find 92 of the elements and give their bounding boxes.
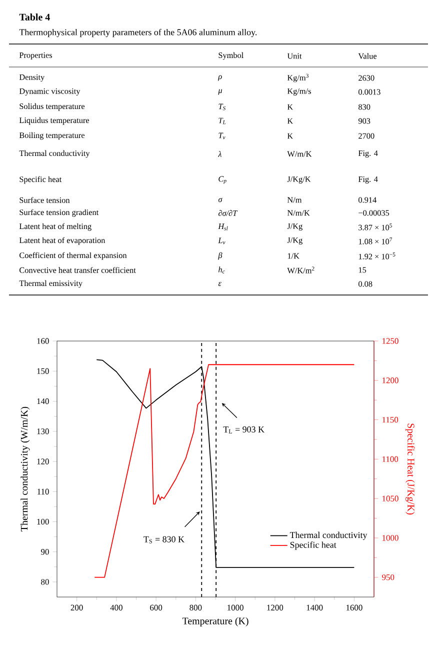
text: Specific heat — [20, 176, 62, 184]
y-tick-label: 80 — [41, 579, 49, 585]
y2-tick-label: 1250 — [382, 338, 398, 344]
text: K — [287, 133, 294, 139]
text: ρ — [218, 75, 222, 81]
y2-tick-label: 950 — [382, 574, 394, 580]
text: Boiling temperature — [19, 132, 84, 140]
text: Dynamic viscosity — [19, 88, 80, 96]
text: 1.08 × 10$^{7}$ — [358, 238, 392, 244]
legend-label: Thermal conductivity — [290, 532, 368, 540]
y-tick-label: 110 — [38, 488, 49, 494]
x-tick-label: 1600 — [346, 604, 362, 610]
text: L$_{v}$ — [218, 238, 226, 244]
y2-tick-label: 1200 — [382, 378, 398, 384]
text: 3.87 × 10$^{5}$ — [358, 224, 392, 230]
text: 2630 — [358, 75, 374, 81]
text: T$_{L}$ — [218, 118, 226, 124]
text: Thermal conductivity — [19, 150, 90, 158]
text: μ — [218, 89, 222, 95]
y-tick-label: 150 — [37, 368, 49, 374]
text: h$_{c}$ — [218, 266, 225, 274]
text: K — [287, 118, 294, 124]
y-tick-label: 130 — [37, 428, 49, 434]
caption: Fig. 4 — [358, 176, 378, 184]
y2-tick-label: 1000 — [382, 535, 398, 541]
x-tick-label: 800 — [190, 604, 202, 610]
text: Thermal emissivity — [19, 280, 82, 288]
x-axis-title: Temperature (K) — [182, 617, 248, 626]
text: Convective heat transfer coefficient — [20, 267, 136, 273]
x-tick-label: 200 — [70, 604, 83, 610]
text: Table 4 — [19, 13, 50, 20]
text: −0.00035 — [358, 210, 390, 216]
text: ε — [218, 282, 222, 286]
text: 830 — [358, 104, 370, 110]
text: Symbol — [218, 52, 244, 60]
x-tick-label: 400 — [110, 604, 122, 610]
y2-tick-label: 1050 — [382, 496, 398, 502]
text: 0.08 — [358, 281, 372, 287]
text: 0.0013 — [358, 89, 380, 95]
text: Surface tension — [20, 197, 70, 203]
text: Kg/m/s — [287, 88, 311, 96]
text: Density — [19, 74, 45, 82]
y2-axis-title: Specific Heat (J/Kg/K) — [406, 424, 415, 514]
text: 1.92 × 10$^{−5}$ — [358, 252, 396, 260]
y-tick-label: 90 — [41, 548, 49, 555]
caption: Fig. 4 — [358, 150, 378, 158]
text: 2700 — [358, 133, 374, 139]
y2-tick-label: 1150 — [382, 416, 398, 423]
y-axis-title: Thermal conductivity (W/m/K) — [20, 406, 30, 532]
text: Thermophysical property parameters of the 5A06 aluminum alloy. — [19, 28, 257, 38]
text: T$_{v}$ — [218, 132, 226, 140]
text: W/m/K — [287, 151, 312, 157]
text: ∂σ/∂T — [218, 210, 238, 216]
y-tick-label: 120 — [37, 458, 49, 464]
text: Coefficient of thermal expansion — [20, 252, 127, 260]
text: N/m — [287, 197, 302, 203]
y-tick-label: 160 — [37, 338, 49, 344]
ref-line-label: T$_{L}$ = 903 K — [223, 426, 264, 434]
text: Liquidus temperature — [19, 117, 90, 125]
text: Latent heat of melting — [19, 223, 92, 231]
text: Unit — [287, 53, 302, 59]
x-tick-label: 1400 — [306, 604, 323, 610]
text: 903 — [358, 118, 370, 124]
text: 15 — [358, 267, 366, 273]
text: σ — [218, 198, 222, 202]
text: C$_{p}$ — [218, 176, 226, 184]
text: J/Kg — [287, 237, 302, 245]
text: β — [218, 252, 222, 260]
ref-line-label: T$_{S}$ = 830 K — [144, 536, 184, 544]
text: Solidus temperature — [20, 103, 84, 111]
y2-tick-label: 1100 — [382, 456, 398, 462]
text: λ — [218, 151, 222, 157]
text: Surface tension gradient — [20, 209, 99, 217]
text: Properties — [19, 52, 52, 60]
text: 1/K — [288, 253, 300, 259]
text: H$_{sl}$ — [218, 224, 228, 230]
y-tick-label: 100 — [37, 518, 49, 525]
text: K — [287, 104, 294, 110]
x-tick-label: 600 — [150, 604, 162, 610]
text: Value — [358, 53, 377, 59]
x-tick-label: 1000 — [228, 604, 244, 610]
text: T$_{S}$ — [218, 104, 226, 110]
text: Latent heat of evaporation — [19, 237, 106, 245]
y-tick-label: 140 — [37, 398, 49, 404]
text: Kg/m$^{3}$ — [287, 74, 308, 82]
text: N/m/K — [287, 210, 310, 216]
text: W/K/m$^{2}$ — [287, 266, 314, 274]
x-tick-label: 1200 — [267, 604, 284, 610]
legend-label: Specific heat — [290, 541, 336, 550]
text: J/Kg — [287, 223, 302, 231]
text: 0.914 — [358, 197, 376, 203]
text: J/Kg/K — [287, 176, 311, 184]
